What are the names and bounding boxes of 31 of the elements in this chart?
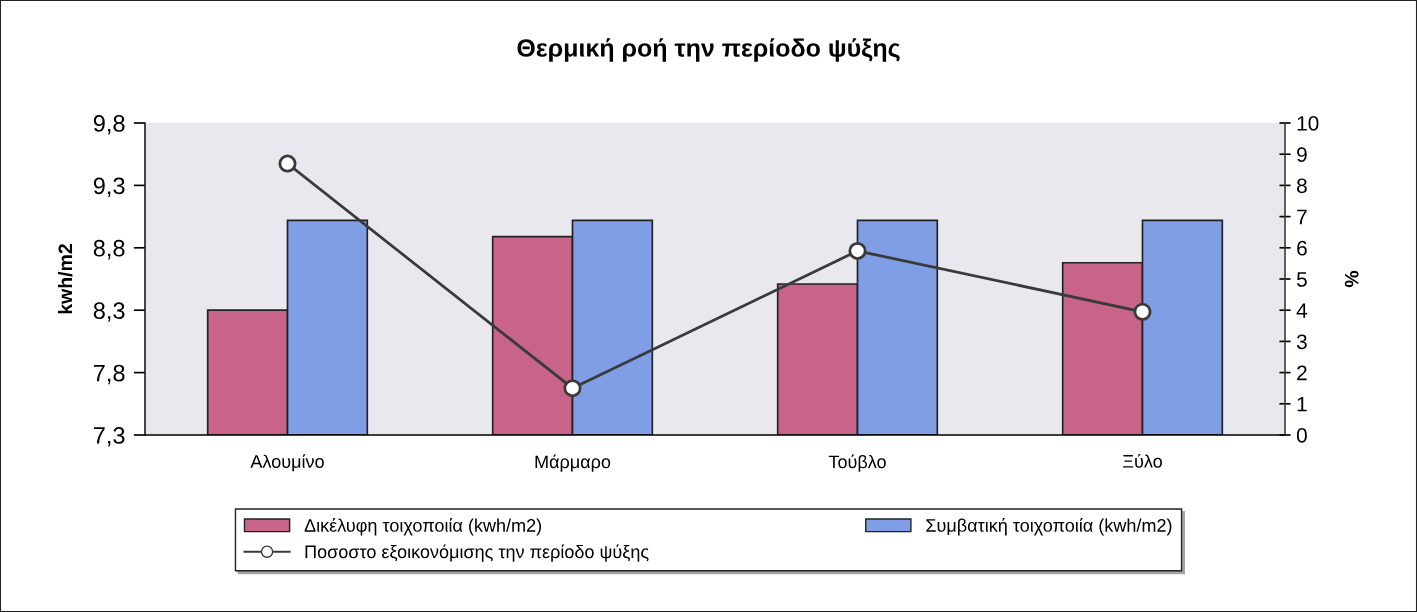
y-tick-label: 8,8 xyxy=(93,239,125,260)
y2-tick-label: 9 xyxy=(1297,147,1307,162)
y2-tick-label: 1 xyxy=(1297,397,1307,412)
x-tick-label: Ξύλο xyxy=(1123,453,1162,468)
y2-tick-label: 3 xyxy=(1296,334,1307,350)
y-axis-title: kwh/m2 xyxy=(57,244,73,314)
y2-tick-label: 2 xyxy=(1297,365,1307,381)
point xyxy=(848,241,867,260)
y2-axis-title: % xyxy=(1344,270,1359,288)
y2-tick-label: 5 xyxy=(1296,272,1307,287)
y-tick-label: 9,3 xyxy=(93,177,125,197)
chart-title: Θερμική ροή την περίοδο ψύξης xyxy=(517,38,900,62)
point xyxy=(563,379,582,398)
y2-tick-label: 0 xyxy=(1296,428,1307,443)
y2-tick-label: 4 xyxy=(1296,303,1308,318)
legend-label: Δικέλυφη τοιχοποιία (kwh/m2) xyxy=(304,518,542,536)
y-tick-label: 9,8 xyxy=(93,115,125,135)
legend-label: Ποσοστο εξοικονόμισης την περίοδο ψύξης xyxy=(305,544,649,562)
y-tick-label: 7,3 xyxy=(93,427,125,447)
point xyxy=(1133,302,1152,321)
y-tick-label: 8,3 xyxy=(93,302,125,322)
y2-tick-label: 8 xyxy=(1297,178,1307,194)
x-tick-label: Τούβλο xyxy=(828,454,886,472)
legend-label: Συμβατική τοιχοποιία (kwh/m2) xyxy=(926,518,1172,536)
x-tick-label: Μάρμαρο xyxy=(535,454,611,472)
point xyxy=(278,154,297,173)
y-tick-label: 7,8 xyxy=(93,364,125,385)
y2-tick-label: 7 xyxy=(1297,209,1307,225)
x-tick-label: Αλουμίνο xyxy=(250,454,324,472)
y2-tick-label: 10 xyxy=(1297,116,1319,131)
y2-tick-label: 6 xyxy=(1297,240,1307,256)
